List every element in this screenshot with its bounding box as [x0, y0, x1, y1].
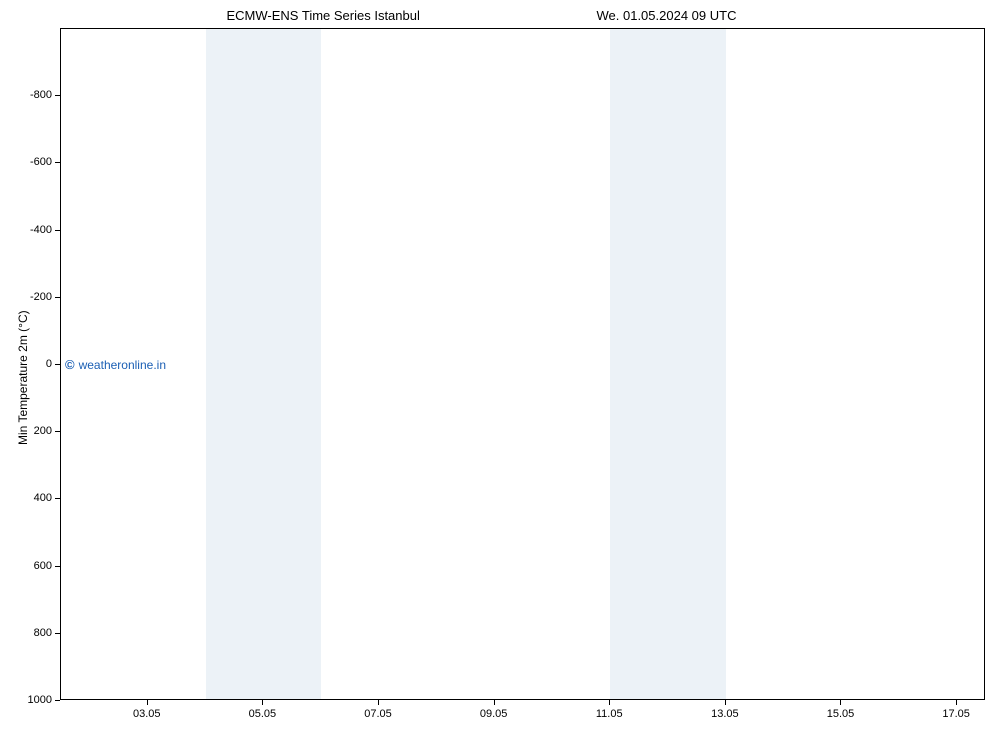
y-axis-label: Min Temperature 2m (°C) [16, 310, 30, 445]
y-tick-mark [55, 95, 60, 96]
x-tick-mark [147, 700, 148, 705]
y-tick-mark [55, 566, 60, 567]
y-tick-mark [55, 162, 60, 163]
x-tick-mark [609, 700, 610, 705]
chart-title-right: We. 01.05.2024 09 UTC [597, 8, 737, 23]
y-tick-label: 600 [34, 560, 52, 572]
y-tick-label: -800 [30, 89, 52, 101]
weekend-shade [610, 29, 726, 699]
x-tick-label: 11.05 [596, 708, 623, 720]
x-tick-mark [725, 700, 726, 705]
x-tick-label: 05.05 [249, 708, 277, 720]
x-tick-label: 07.05 [364, 708, 392, 720]
watermark-text: weatheronline.in [79, 358, 166, 372]
copyright-icon: © [65, 357, 75, 372]
x-tick-label: 03.05 [133, 708, 161, 720]
y-tick-label: 400 [34, 492, 52, 504]
x-tick-mark [840, 700, 841, 705]
chart-canvas: ECMW-ENS Time Series Istanbul We. 01.05.… [0, 0, 1000, 733]
chart-title-left: ECMW-ENS Time Series Istanbul [227, 8, 420, 23]
y-tick-label: 800 [34, 627, 52, 639]
plot-area: © weatheronline.in [60, 28, 985, 700]
x-tick-mark [378, 700, 379, 705]
y-tick-mark [55, 700, 60, 701]
y-tick-label: -200 [30, 291, 52, 303]
y-tick-mark [55, 431, 60, 432]
y-tick-label: 200 [34, 425, 52, 437]
weekend-shade [206, 29, 322, 699]
y-tick-mark [55, 498, 60, 499]
watermark: © weatheronline.in [65, 357, 166, 372]
x-tick-mark [262, 700, 263, 705]
y-tick-label: -600 [30, 156, 52, 168]
x-tick-label: 17.05 [942, 708, 970, 720]
y-tick-mark [55, 297, 60, 298]
x-tick-mark [494, 700, 495, 705]
x-tick-mark [956, 700, 957, 705]
y-tick-label: -400 [30, 224, 52, 236]
y-tick-label: 1000 [28, 694, 52, 706]
x-tick-label: 15.05 [827, 708, 855, 720]
y-tick-mark [55, 633, 60, 634]
y-tick-mark [55, 230, 60, 231]
x-tick-label: 09.05 [480, 708, 508, 720]
y-tick-label: 0 [46, 358, 52, 370]
x-tick-label: 13.05 [711, 708, 739, 720]
y-tick-mark [55, 364, 60, 365]
